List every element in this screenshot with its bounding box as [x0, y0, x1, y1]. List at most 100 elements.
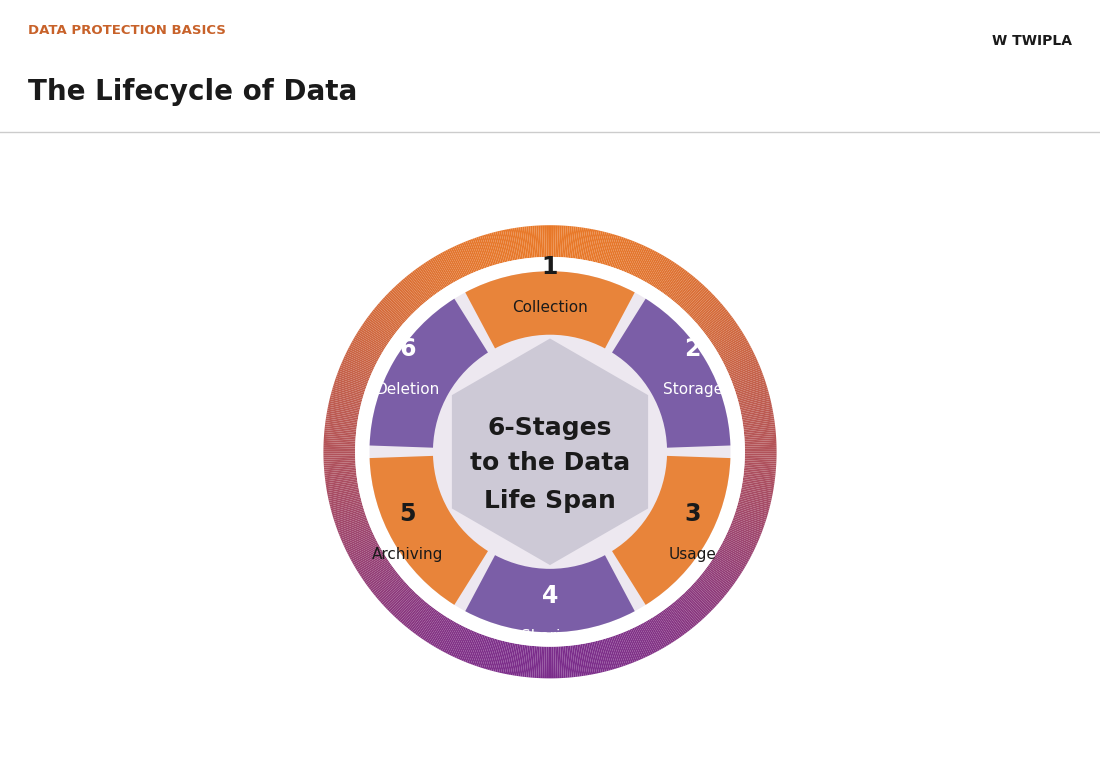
Wedge shape	[659, 264, 679, 291]
Wedge shape	[736, 509, 767, 520]
Wedge shape	[520, 227, 526, 258]
Wedge shape	[503, 642, 512, 674]
Wedge shape	[326, 418, 358, 424]
Wedge shape	[598, 640, 608, 671]
Wedge shape	[478, 236, 490, 267]
Wedge shape	[727, 531, 757, 546]
Wedge shape	[417, 268, 437, 295]
Wedge shape	[733, 375, 763, 387]
Wedge shape	[505, 643, 513, 674]
Wedge shape	[700, 576, 725, 598]
Wedge shape	[327, 488, 359, 495]
Wedge shape	[503, 230, 512, 261]
Wedge shape	[329, 401, 360, 410]
Wedge shape	[407, 603, 429, 629]
Wedge shape	[705, 315, 733, 336]
Wedge shape	[672, 276, 694, 301]
Wedge shape	[685, 591, 708, 614]
Wedge shape	[566, 646, 572, 677]
Wedge shape	[630, 628, 646, 658]
Wedge shape	[659, 612, 679, 640]
Wedge shape	[638, 250, 654, 279]
Wedge shape	[722, 345, 751, 361]
Wedge shape	[645, 621, 661, 650]
Wedge shape	[358, 330, 386, 348]
Wedge shape	[374, 308, 399, 329]
Wedge shape	[473, 635, 485, 665]
Wedge shape	[737, 389, 768, 400]
Wedge shape	[575, 227, 582, 259]
Wedge shape	[350, 543, 378, 560]
Wedge shape	[328, 407, 359, 414]
Wedge shape	[363, 562, 390, 582]
Wedge shape	[730, 365, 760, 379]
Wedge shape	[641, 623, 658, 652]
Wedge shape	[710, 562, 737, 582]
Wedge shape	[601, 233, 610, 264]
Wedge shape	[372, 311, 397, 331]
Wedge shape	[330, 498, 361, 507]
Wedge shape	[340, 365, 370, 379]
Wedge shape	[525, 226, 529, 258]
Wedge shape	[458, 244, 472, 274]
Text: The Lifecycle of Data: The Lifecycle of Data	[28, 78, 356, 106]
Wedge shape	[706, 317, 734, 338]
Wedge shape	[608, 235, 620, 267]
Wedge shape	[326, 475, 356, 481]
Wedge shape	[379, 580, 404, 602]
Wedge shape	[705, 568, 733, 588]
Wedge shape	[454, 245, 470, 275]
Wedge shape	[396, 594, 418, 619]
Wedge shape	[343, 358, 373, 372]
Wedge shape	[664, 608, 685, 635]
Wedge shape	[729, 526, 759, 541]
Wedge shape	[507, 229, 515, 261]
Wedge shape	[717, 551, 745, 568]
Wedge shape	[621, 632, 635, 663]
Wedge shape	[625, 631, 638, 661]
Wedge shape	[361, 325, 388, 345]
Wedge shape	[341, 361, 372, 375]
Wedge shape	[386, 295, 410, 318]
Wedge shape	[703, 311, 728, 331]
Wedge shape	[740, 404, 772, 413]
Wedge shape	[471, 634, 483, 664]
Wedge shape	[714, 555, 742, 574]
Wedge shape	[346, 538, 375, 553]
Wedge shape	[394, 286, 417, 311]
Wedge shape	[327, 486, 359, 493]
Wedge shape	[728, 528, 759, 542]
Wedge shape	[720, 544, 749, 561]
Wedge shape	[427, 615, 446, 643]
Wedge shape	[394, 593, 417, 618]
Wedge shape	[326, 478, 358, 484]
Wedge shape	[727, 358, 757, 372]
Wedge shape	[591, 642, 600, 674]
Wedge shape	[712, 559, 739, 578]
Wedge shape	[723, 347, 752, 363]
Wedge shape	[728, 530, 758, 544]
Wedge shape	[462, 631, 475, 661]
Wedge shape	[658, 614, 676, 641]
Wedge shape	[323, 442, 355, 445]
Wedge shape	[364, 564, 392, 584]
Wedge shape	[323, 462, 355, 465]
Wedge shape	[363, 321, 390, 341]
Wedge shape	[497, 641, 506, 673]
Wedge shape	[745, 434, 776, 438]
Wedge shape	[324, 471, 356, 475]
Wedge shape	[349, 345, 378, 361]
Wedge shape	[716, 552, 745, 570]
Wedge shape	[439, 621, 455, 650]
Wedge shape	[323, 446, 355, 448]
Wedge shape	[339, 523, 370, 537]
Wedge shape	[571, 645, 575, 677]
Wedge shape	[581, 228, 587, 260]
Wedge shape	[333, 385, 364, 397]
Wedge shape	[338, 520, 368, 533]
Text: 5: 5	[399, 501, 416, 526]
Wedge shape	[495, 231, 505, 263]
Wedge shape	[578, 644, 583, 676]
Wedge shape	[326, 416, 358, 423]
Wedge shape	[337, 375, 367, 387]
